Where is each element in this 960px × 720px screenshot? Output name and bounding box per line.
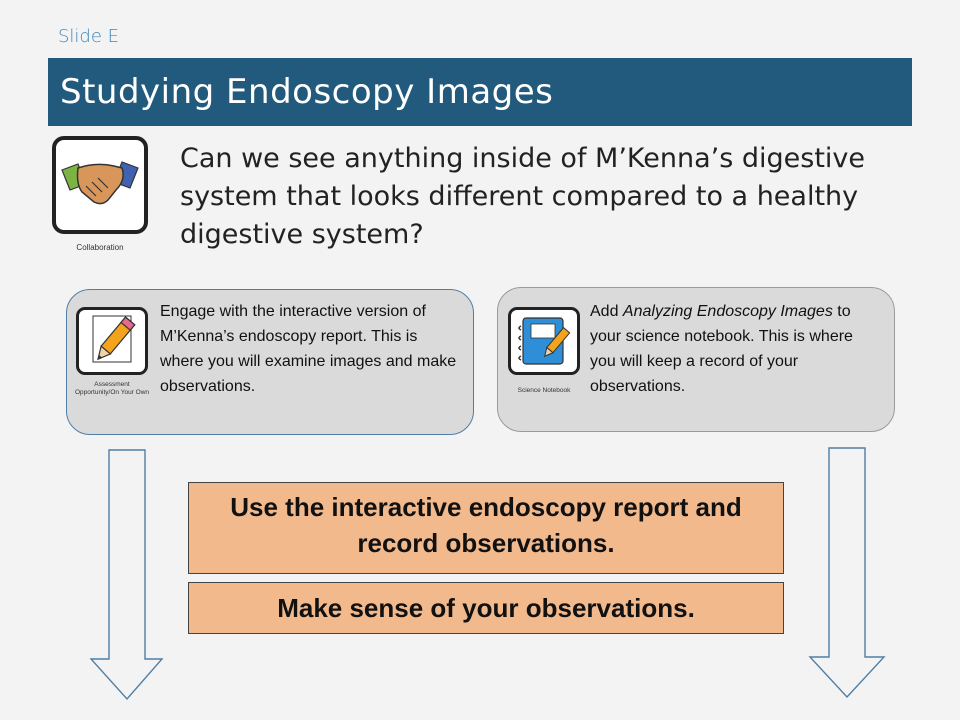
assessment-caption-line1: Assessment	[94, 381, 130, 388]
pencil-icon	[92, 315, 136, 363]
notebook-icon-frame	[508, 307, 580, 375]
task-box-make-sense: Make sense of your observations.	[188, 582, 784, 634]
notebook-text-prefix: Add	[590, 303, 623, 320]
notebook-icon	[518, 317, 571, 365]
notebook-text-italic: Analyzing Endoscopy Images	[622, 303, 833, 320]
collaboration-icon-frame	[52, 136, 148, 234]
assessment-caption: Assessment Opportunity/On Your Own	[70, 381, 154, 397]
slide-label: Slide E	[58, 26, 120, 47]
science-notebook-text: Add Analyzing Endoscopy Images to your s…	[590, 299, 880, 399]
handshake-icon	[61, 161, 139, 205]
notebook-caption: Science Notebook	[517, 387, 571, 394]
notebook-text-suffix: to your science notebook. This is where …	[590, 303, 853, 395]
task-box-record-observations: Use the interactive endoscopy report and…	[188, 482, 784, 574]
left-down-arrow-icon	[89, 449, 164, 701]
interactive-report-text: Engage with the interactive version of M…	[160, 303, 457, 395]
right-down-arrow-icon	[808, 447, 886, 699]
guiding-question: Can we see anything inside of M’Kenna’s …	[180, 143, 866, 250]
assessment-caption-line2: Opportunity/On Your Own	[74, 389, 150, 396]
collaboration-caption: Collaboration	[76, 243, 124, 252]
slide-title: Studying Endoscopy Images	[48, 58, 912, 126]
assessment-icon-frame	[76, 307, 148, 375]
